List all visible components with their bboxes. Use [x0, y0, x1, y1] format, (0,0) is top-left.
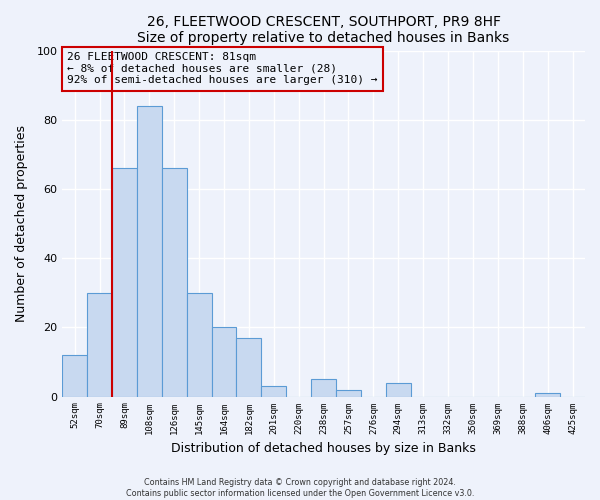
Bar [311, 380, 336, 396]
Text: 26 FLEETWOOD CRESCENT: 81sqm
← 8% of detached houses are smaller (28)
92% of sem: 26 FLEETWOOD CRESCENT: 81sqm ← 8% of det… [67, 52, 378, 86]
Title: 26, FLEETWOOD CRESCENT, SOUTHPORT, PR9 8HF
Size of property relative to detached: 26, FLEETWOOD CRESCENT, SOUTHPORT, PR9 8… [137, 15, 510, 45]
Bar [336, 390, 361, 396]
Bar [87, 292, 112, 397]
Bar [112, 168, 137, 396]
Bar [236, 338, 262, 396]
Bar [62, 355, 87, 397]
Bar [137, 106, 162, 397]
Bar [386, 382, 411, 396]
Bar [262, 386, 286, 396]
Y-axis label: Number of detached properties: Number of detached properties [15, 125, 28, 322]
Bar [535, 393, 560, 396]
Bar [162, 168, 187, 396]
X-axis label: Distribution of detached houses by size in Banks: Distribution of detached houses by size … [171, 442, 476, 455]
Bar [212, 328, 236, 396]
Bar [187, 292, 212, 397]
Text: Contains HM Land Registry data © Crown copyright and database right 2024.
Contai: Contains HM Land Registry data © Crown c… [126, 478, 474, 498]
